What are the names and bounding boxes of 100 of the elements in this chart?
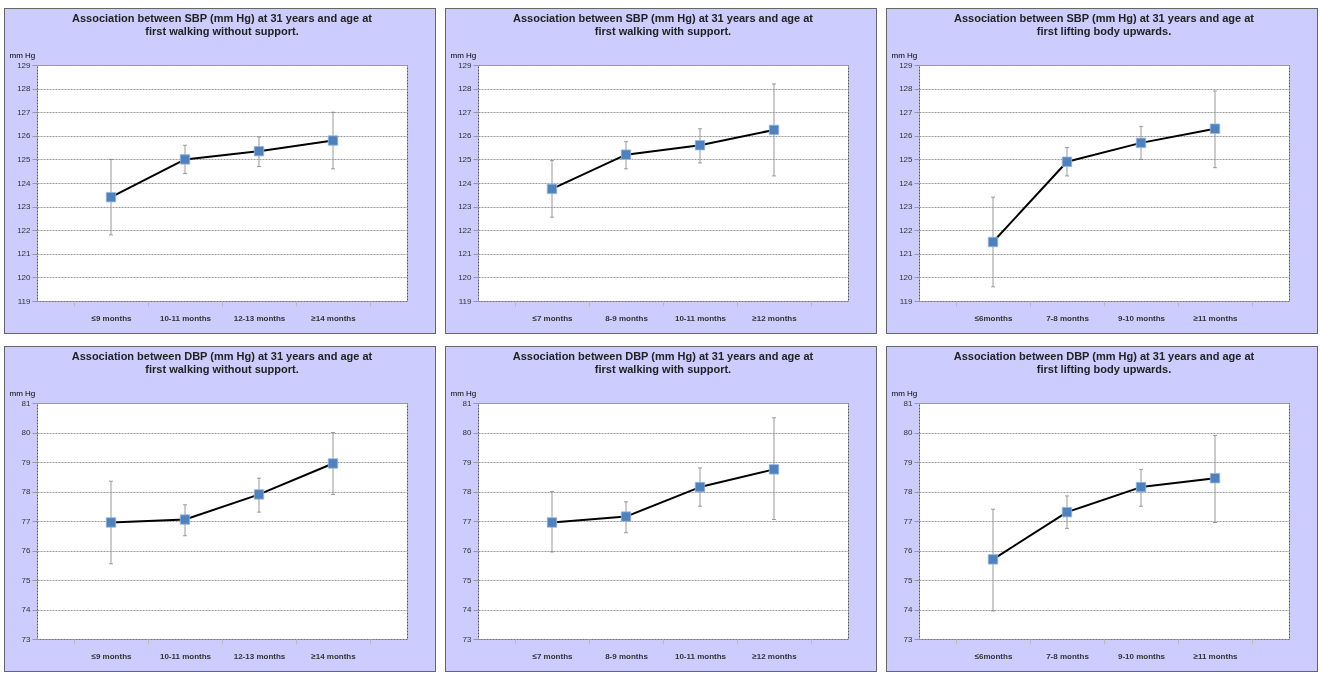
y-tick-label: 79 [903,457,914,467]
y-tick-label: 122 [899,225,914,235]
point [987,554,999,565]
y-tick-label: 81 [21,398,32,408]
chart-title: Association between DBP (mm Hg) at 31 years and age at first walking with support. [512,350,814,375]
point [546,183,558,195]
x-tick-label: ≤9 months [91,651,133,661]
y-tick-label: 129 [899,60,914,70]
y-tick-label: 73 [903,634,914,644]
x-tick-label: ≤7 months [532,651,574,661]
y-tick-label: 126 [458,131,473,141]
y-tick-label: 123 [17,202,32,212]
chart-title: Association between SBP (mm Hg) at 31 years and age at first walking with support. [513,12,814,37]
x-tick-label: ≤6months [974,651,1013,661]
y-tick-label: 126 [17,131,32,141]
point [1135,481,1147,493]
y-axis-title: mm Hg [891,388,918,398]
y-tick-label: 75 [903,575,914,585]
y-tick-label: 120 [899,272,914,282]
x-tick-label: 10-11 months [674,651,727,661]
y-tick-label: 77 [903,516,914,526]
point [768,464,780,475]
point [546,517,558,528]
x-tick-label: 10-11 months [159,651,212,661]
y-axis-title: mm Hg [450,50,477,60]
x-tick-label: 8-9 months [605,313,649,323]
y-tick-label: 79 [462,457,473,467]
y-tick-label: 81 [462,398,473,408]
point [1209,473,1221,484]
point [620,149,632,160]
y-tick-label: 128 [17,84,32,94]
y-tick-label: 120 [17,272,32,282]
y-tick-label: 121 [899,249,914,259]
y-tick-label: 125 [899,154,914,164]
y-tick-label: 80 [21,428,32,437]
point [327,135,339,146]
y-tick-label: 76 [462,546,473,555]
y-axis-title: mm Hg [9,50,36,60]
x-tick-label: ≥11 months [1193,651,1239,661]
y-tick-label: 129 [17,60,32,70]
y-tick-label: 128 [899,84,914,94]
point [768,124,780,136]
y-axis-title: mm Hg [9,388,36,398]
x-tick-label: 12-13 months [233,313,286,323]
y-tick-label: 75 [21,575,32,585]
point [253,146,265,157]
y-tick-label: 79 [21,457,32,467]
chart-title: Association between DBP (mm Hg) at 31 years and age at first lifting body upwards. [953,350,1255,375]
point [1209,123,1221,134]
y-tick-label: 76 [21,546,32,555]
point [987,236,999,248]
point [620,511,632,522]
point [694,481,706,493]
x-tick-label: 10-11 months [159,313,212,323]
y-tick-label: 127 [458,107,473,117]
x-tick-label: ≥12 months [752,313,798,323]
point [694,140,706,151]
x-tick-label: ≤9 months [91,313,133,323]
y-tick-label: 74 [462,605,473,614]
chart-title: Association between SBP (mm Hg) at 31 years and age at first walking without support. [72,12,373,37]
x-tick-label: ≥12 months [752,651,798,661]
y-tick-label: 127 [899,107,914,117]
point [253,489,265,500]
y-tick-label: 78 [903,487,914,496]
point [1135,137,1147,149]
y-tick-label: 126 [899,131,914,141]
y-tick-label: 74 [903,605,914,614]
x-tick-label: 7-8 months [1046,313,1090,323]
x-tick-label: 9-10 months [1117,313,1166,323]
y-tick-label: 123 [899,202,914,212]
y-tick-label: 121 [458,249,473,259]
y-tick-label: 127 [17,107,32,117]
chart-title: Association between SBP (mm Hg) at 31 years and age at first lifting body upwards. [954,12,1255,37]
y-tick-label: 73 [21,634,32,644]
point [1061,156,1073,167]
y-tick-label: 125 [458,154,473,164]
x-tick-label: 12-13 months [233,651,286,661]
y-tick-label: 77 [462,516,473,526]
y-tick-label: 125 [17,154,32,164]
point [179,514,191,525]
y-tick-label: 78 [21,487,32,496]
y-tick-label: 77 [21,516,32,526]
y-axis-title: mm Hg [891,50,918,60]
point [327,458,339,469]
y-tick-label: 75 [462,575,473,585]
point [1061,507,1073,518]
x-tick-label: 10-11 months [674,313,727,323]
y-tick-label: 128 [458,84,473,94]
x-tick-label: 9-10 months [1117,651,1166,661]
x-tick-label: ≤6months [974,313,1013,323]
y-tick-label: 81 [903,398,914,408]
y-tick-label: 123 [458,202,473,212]
x-tick-label: ≤7 months [532,313,574,323]
y-tick-label: 120 [458,272,473,282]
y-tick-label: 121 [17,249,32,259]
y-tick-label: 73 [462,634,473,644]
point [105,517,117,528]
y-tick-label: 80 [903,428,914,437]
y-tick-label: 119 [899,296,914,306]
y-tick-label: 124 [458,178,473,188]
